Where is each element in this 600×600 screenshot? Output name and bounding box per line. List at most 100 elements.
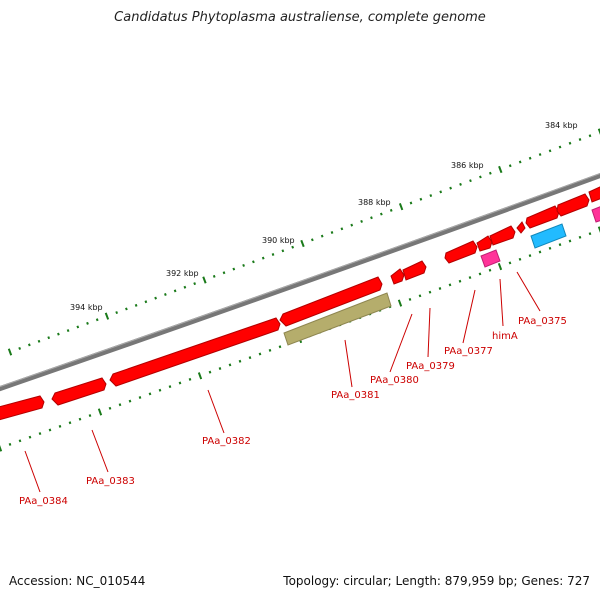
minor-tick — [488, 171, 492, 175]
major-tick — [597, 128, 600, 135]
minor-tick — [340, 227, 344, 231]
minor-tick — [449, 186, 452, 190]
minor-tick — [488, 268, 492, 272]
minor-tick — [158, 388, 162, 392]
minor-tick — [548, 149, 552, 153]
gene-labels: PAa_0375 himA PAa_0377 PAa_0379 PAa_0380… — [19, 316, 567, 507]
scale-label-388: 388 kbp — [358, 198, 391, 207]
gene-PAa_0375[interactable] — [525, 205, 560, 229]
label-PAa_0379: PAa_0379 — [406, 361, 455, 372]
gene-PAa_0377b[interactable] — [489, 225, 516, 246]
gene-himA[interactable] — [480, 249, 501, 268]
gene-PAa_0382[interactable] — [109, 317, 281, 387]
major-tick — [597, 226, 600, 233]
minor-tick — [278, 345, 282, 349]
minor-tick — [538, 250, 542, 254]
minor-tick — [78, 417, 82, 421]
gene-PAa_0376[interactable] — [516, 221, 526, 234]
minor-tick — [57, 332, 60, 336]
minor-tick — [148, 392, 152, 396]
minor-tick — [568, 239, 572, 243]
minor-tick — [478, 272, 482, 276]
minor-tick — [183, 285, 187, 289]
minor-tick — [271, 253, 275, 256]
minor-tick — [418, 294, 422, 298]
genome-backbone — [0, 172, 600, 392]
minor-tick — [47, 336, 51, 340]
minor-tick — [173, 289, 177, 293]
major-tick — [104, 312, 110, 320]
minor-tick — [125, 307, 128, 311]
minor-tick — [370, 216, 373, 220]
outer-tick-track — [7, 128, 600, 356]
gene-PAa_0374[interactable] — [556, 193, 590, 217]
minor-tick — [379, 212, 383, 216]
minor-tick — [212, 274, 216, 278]
scale-label-394: 394 kbp — [70, 303, 103, 312]
minor-tick — [389, 208, 393, 212]
minor-tick — [168, 385, 172, 389]
minor-tick — [68, 421, 72, 425]
gene-PAa_0380[interactable] — [390, 268, 405, 285]
gene-magenta-edge[interactable] — [591, 206, 600, 223]
gene-PAa_0373[interactable] — [588, 186, 600, 203]
scale-label-384: 384 kbp — [545, 121, 578, 130]
minor-tick — [429, 194, 433, 198]
rna-feature-olive[interactable] — [283, 292, 392, 346]
major-tick — [498, 165, 503, 174]
label-PAa_0380: PAa_0380 — [370, 375, 419, 386]
minor-tick — [268, 348, 272, 352]
gene-PAa_0384[interactable] — [0, 395, 45, 421]
minor-tick — [578, 235, 582, 239]
minor-tick — [58, 424, 62, 428]
genome-summary-text: Topology: circular; Length: 879,959 bp; … — [283, 574, 590, 588]
minor-tick — [28, 435, 32, 439]
minor-tick — [115, 311, 119, 315]
gene-PAa_0378[interactable] — [444, 240, 478, 264]
minor-tick — [438, 287, 442, 290]
minor-tick — [88, 414, 92, 418]
gene-PAa_0381-upper[interactable] — [279, 276, 383, 327]
minor-tick — [178, 381, 182, 385]
major-tick — [197, 372, 203, 380]
minor-tick — [419, 197, 423, 201]
minor-tick — [468, 276, 472, 280]
minor-tick — [558, 145, 562, 149]
minor-tick — [350, 223, 354, 227]
scale-label-392: 392 kbp — [166, 269, 199, 278]
minor-tick — [310, 238, 314, 242]
major-tick — [97, 408, 103, 416]
trna-feature-cyan[interactable] — [530, 223, 567, 249]
minor-tick — [291, 245, 295, 249]
minor-tick — [27, 343, 31, 347]
minor-tick — [228, 363, 232, 367]
major-tick — [300, 239, 305, 248]
minor-tick — [164, 293, 167, 296]
minor-tick — [37, 339, 41, 343]
major-tick — [397, 299, 403, 307]
minor-tick — [548, 246, 552, 250]
major-tick — [497, 262, 503, 271]
label-himA: himA — [492, 331, 518, 342]
minor-tick — [448, 283, 452, 287]
minor-tick — [95, 318, 99, 322]
minor-tick — [458, 279, 462, 283]
major-tick — [7, 348, 13, 356]
minor-tick — [208, 370, 212, 374]
minor-tick — [360, 219, 363, 223]
label-PAa_0383: PAa_0383 — [86, 476, 135, 487]
label-PAa_0381: PAa_0381 — [331, 390, 380, 401]
minor-tick — [538, 153, 542, 157]
minor-tick — [261, 256, 265, 260]
gene-PAa_0383[interactable] — [51, 377, 107, 406]
minor-tick — [222, 271, 226, 275]
minor-tick — [238, 359, 242, 363]
minor-tick — [232, 267, 236, 271]
major-tick — [202, 276, 207, 284]
gene-PAa_0377a[interactable] — [476, 235, 493, 252]
minor-tick — [18, 346, 22, 350]
minor-tick — [218, 367, 222, 371]
gene-PAa_0379[interactable] — [402, 260, 427, 281]
minor-tick — [469, 179, 472, 183]
